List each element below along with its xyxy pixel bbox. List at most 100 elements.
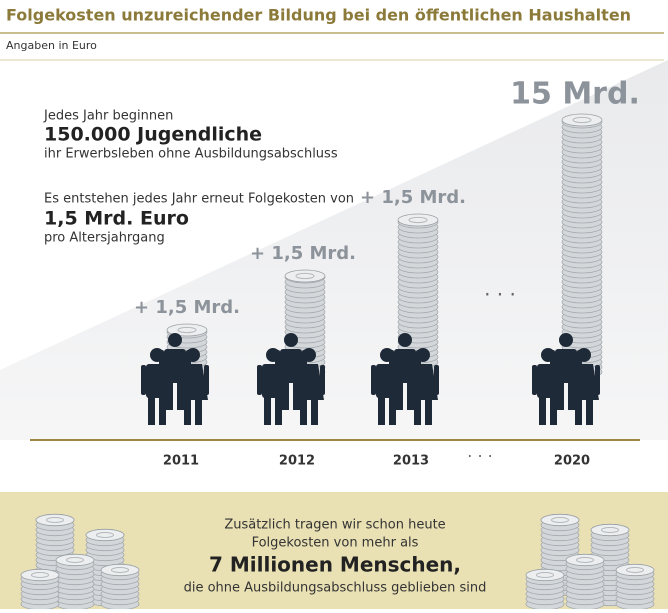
arm (550, 350, 555, 380)
head (577, 348, 591, 362)
coin-emblem (65, 557, 85, 563)
leg (311, 397, 318, 425)
arm (434, 365, 439, 395)
arm (159, 350, 164, 380)
coin-emblem (600, 527, 620, 533)
leg (539, 397, 546, 425)
coin-top (35, 513, 75, 527)
leg (264, 397, 271, 425)
person-icon (407, 348, 439, 425)
head (559, 333, 573, 347)
title: Folgekosten unzureichender Bildung bei d… (6, 6, 631, 25)
body (408, 364, 438, 400)
leg (557, 382, 564, 410)
coin-emblem (295, 272, 315, 280)
leg (275, 397, 282, 425)
coin-emblem (625, 567, 645, 573)
arm (141, 365, 146, 395)
coin-emblem (45, 517, 65, 523)
ellipsis: · · · (467, 447, 492, 466)
coin-top (100, 563, 140, 577)
leg (184, 397, 191, 425)
coin-emblem (177, 326, 197, 334)
arm (595, 365, 600, 395)
leg (300, 397, 307, 425)
arm (204, 365, 209, 395)
intro-text: pro Altersjahrgang (44, 231, 165, 246)
head (302, 348, 316, 362)
leg (586, 397, 593, 425)
year-label: 2012 (279, 454, 315, 469)
head (186, 348, 200, 362)
coin-emblem (408, 216, 428, 224)
subtitle: Angaben in Euro (6, 39, 97, 52)
coin-top (397, 213, 439, 227)
intro-text: Jedes Jahr beginnen (43, 109, 173, 124)
arm (371, 365, 376, 395)
leg (166, 382, 173, 410)
head (284, 333, 298, 347)
coin-emblem (95, 532, 115, 538)
arm (275, 350, 280, 380)
coin-top (615, 563, 655, 577)
body (569, 364, 599, 400)
intro-text: ihr Erwerbsleben ohne Ausbildungsabschlu… (44, 147, 338, 162)
arm (532, 365, 537, 395)
coin-top (85, 528, 125, 542)
coin-stack (615, 563, 655, 611)
arm (407, 365, 412, 395)
coin-top (284, 269, 326, 283)
leg (575, 397, 582, 425)
coin-stack (100, 563, 140, 611)
arm (568, 365, 573, 395)
intro-highlight: 1,5 Mrd. Euro (44, 208, 189, 230)
footer-highlight: 7 Millionen Menschen, (209, 553, 461, 577)
year-label: 2020 (554, 454, 590, 469)
arm (177, 365, 182, 395)
head (416, 348, 430, 362)
person-icon (177, 348, 209, 425)
leg (148, 397, 155, 425)
coin-top (590, 523, 630, 537)
coin-top (166, 323, 208, 337)
coin-top (525, 568, 565, 582)
coin-top (565, 553, 605, 567)
coin-emblem (110, 567, 130, 573)
person-icon (293, 348, 325, 425)
body (178, 364, 208, 400)
arm (389, 350, 394, 380)
coin-emblem (30, 572, 50, 578)
leg (389, 397, 396, 425)
footer-text: Folgekosten von mehr als (252, 536, 419, 551)
leg (159, 397, 166, 425)
footer-text: die ohne Ausbildungsabschluss geblieben … (184, 581, 487, 596)
arm (293, 365, 298, 395)
coin-stack (20, 568, 60, 611)
background-wedge (0, 60, 668, 440)
amount-label: + 1,5 Mrd. (250, 243, 356, 264)
year-label: 2011 (163, 454, 199, 469)
leg (396, 382, 403, 410)
coin-stack (525, 568, 565, 611)
leg (195, 397, 202, 425)
coin-stack (565, 553, 605, 611)
coin-emblem (535, 572, 555, 578)
amount-label: + 1,5 Mrd. (134, 297, 240, 318)
leg (550, 397, 557, 425)
coin-emblem (550, 517, 570, 523)
head (168, 333, 182, 347)
coin-emblem (575, 557, 595, 563)
arm (257, 365, 262, 395)
footer-text: Zusätzlich tragen wir schon heute (224, 518, 445, 533)
coin-top (20, 568, 60, 582)
coin-stack (55, 553, 95, 611)
leg (425, 397, 432, 425)
coin-top (561, 113, 603, 127)
ellipsis: · · · (484, 283, 516, 307)
coin-emblem (572, 116, 592, 124)
coin-top (540, 513, 580, 527)
leg (282, 382, 289, 410)
intro-text: Es entstehen jedes Jahr erneut Folgekost… (44, 192, 354, 207)
body (294, 364, 324, 400)
